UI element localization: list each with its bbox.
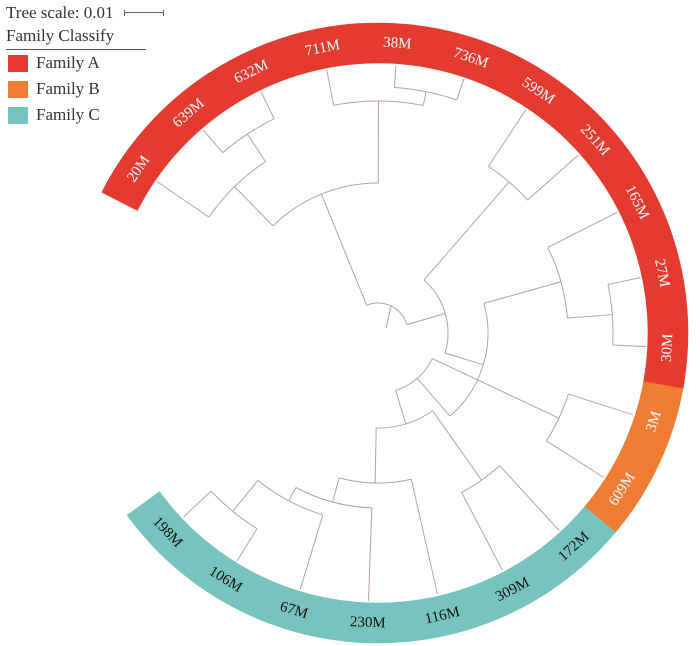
branch-line-7 [393,65,397,88]
leaf-label-116m: 116M [423,604,461,627]
branch-line-40 [288,487,297,501]
branch-line-39 [368,507,373,601]
leaf-label-3m: 3M [643,409,665,434]
branch-root [385,305,392,329]
tree-scale-value: 0.01 [83,3,114,22]
legend-item-family-a: Family A [6,50,196,76]
branch-line-51 [483,281,562,304]
leaf-label-27m: 27M [651,258,673,289]
branch-line-33 [236,528,258,562]
branch-line-52 [416,378,451,417]
leaf-label-67m: 67M [278,599,310,623]
tree-branches [156,65,646,601]
branch-line-46 [374,427,377,483]
branch-arc-56 [366,302,408,325]
branch-line-43 [332,477,340,503]
legend-item-family-c: Family C [6,102,196,128]
branch-arc-14 [272,182,379,227]
branch-line-28 [546,440,604,478]
branch-line-34 [183,490,212,518]
branch-line-45 [432,410,482,481]
tree-scale-bar [123,10,164,16]
branch-line-22 [612,344,646,348]
branch-line-19 [527,154,579,201]
leaf-label-30m: 30M [659,333,676,362]
branch-line-24 [547,211,618,248]
leaf-label-38m: 38M [383,35,412,53]
branch-line-37 [232,480,259,512]
branch-line-58 [406,313,446,326]
branch-arc-53 [423,279,449,354]
branch-line-36 [299,514,324,590]
legend-swatch-family-a [8,54,28,72]
family-ring [101,22,689,644]
branch-line-2 [260,91,275,120]
legend-title: Family Classify [6,26,146,50]
tree-scale-label: Tree scale: [6,3,80,22]
legend-label-family-b: Family B [36,79,100,98]
branch-line-5 [246,133,266,162]
leaf-label-230m: 230M [350,614,386,631]
branch-line-1 [202,129,224,153]
branch-line-42 [410,479,438,595]
leaf-label-711m: 711M [304,37,342,59]
legend-label-family-c: Family C [36,105,100,124]
branch-line-49 [395,390,407,424]
branch-line-55 [444,352,484,366]
legend-label-family-a: Family A [36,53,100,72]
branch-line-10 [326,69,335,106]
branch-line-21 [607,277,641,285]
branch-line-25 [567,314,613,319]
branch-line-54 [423,181,510,281]
branch-line-30 [499,465,560,531]
branch-line-8 [456,78,465,101]
tree-scale: Tree scale: 0.01 [6,2,196,24]
legend-item-family-b: Family B [6,76,196,102]
branch-line-18 [488,109,527,167]
legend: Tree scale: 0.01 Family Classify Family … [6,2,196,128]
branch-line-31 [461,492,503,571]
branch-line-57 [320,193,368,306]
branch-arc-47 [395,358,433,391]
branch-arc-38 [295,487,372,509]
branch-line-11 [422,91,427,106]
legend-swatch-family-b [8,80,28,98]
branch-arc-50 [449,303,489,417]
branch-line-4 [156,181,210,218]
branch-line-27 [568,393,634,416]
legend-swatch-family-c [8,106,28,124]
ring-segment-198m [126,491,208,574]
branch-line-15 [234,186,274,227]
branch-line-48 [432,358,560,419]
